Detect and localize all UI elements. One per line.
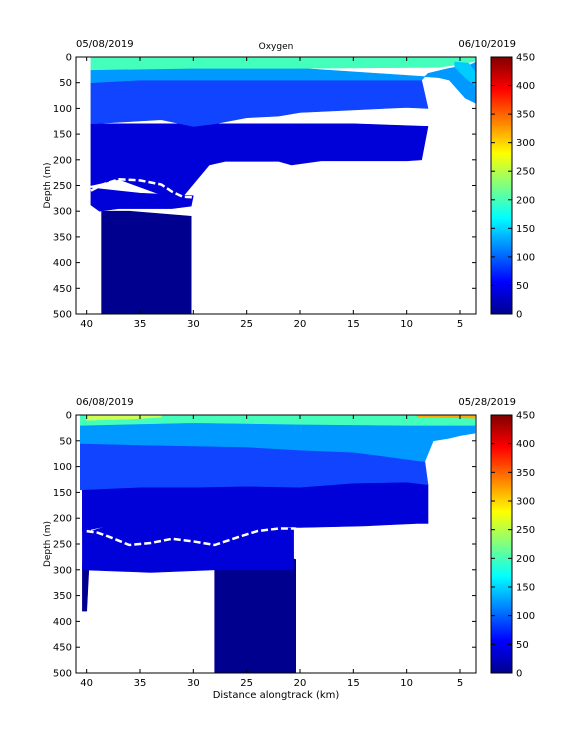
end-date: 05/28/2019	[458, 397, 516, 408]
colorbar-tick-label: 450	[516, 53, 535, 64]
colorbar-tick-label: 0	[516, 669, 522, 680]
panel-2: 40 35 30 25 20 15 10 50501001502002503003504004…	[43, 397, 535, 701]
chart-title: Oxygen	[259, 42, 294, 52]
colorbar-tick-label: 0	[516, 310, 522, 321]
oxygen-band-1	[101, 210, 192, 314]
x-tick-label: 30	[187, 678, 200, 689]
y-tick-label: 0	[66, 411, 72, 422]
y-tick-label: 100	[53, 104, 72, 115]
colorbar-tick-label: 250	[516, 525, 535, 536]
x-tick-label: 15	[347, 319, 360, 330]
y-tick-label: 400	[53, 617, 72, 628]
x-tick-label: 10	[400, 678, 413, 689]
colorbar-tick-label: 350	[516, 110, 535, 121]
x-tick-label: 25	[240, 319, 253, 330]
x-tick-label: 20	[294, 678, 307, 689]
contour-line	[86, 527, 296, 547]
end-date: 06/10/2019	[458, 39, 516, 50]
x-tick-label: 5	[457, 678, 463, 689]
contour-line	[90, 178, 194, 199]
colorbar-tick-label: 250	[516, 167, 535, 178]
oxygen-band-5	[90, 61, 476, 104]
start-date: 06/08/2019	[76, 397, 134, 408]
y-tick-label: 300	[53, 207, 72, 218]
y-tick-label: 350	[53, 232, 72, 243]
colorbar-tick-label: 100	[516, 252, 535, 263]
y-tick-label: 250	[53, 540, 72, 551]
y-axis-label: Depth (m)	[43, 162, 53, 208]
oxygen-band-2	[90, 187, 194, 212]
oxygen-band-8	[86, 415, 162, 421]
y-tick-label: 450	[53, 284, 72, 295]
colorbar	[490, 56, 513, 315]
panel-1: 40 35 30 25 20 15 10 50501001502002503003504004…	[43, 39, 535, 330]
x-tick-label: 35	[134, 319, 147, 330]
y-tick-label: 0	[66, 53, 72, 64]
x-axis-label: Distance alongtrack (km)	[213, 690, 340, 701]
y-tick-label: 200	[53, 514, 72, 525]
colorbar-tick-label: 400	[516, 81, 535, 92]
y-tick-label: 150	[53, 130, 72, 141]
x-tick-label: 35	[134, 678, 147, 689]
y-tick-label: 350	[53, 591, 72, 602]
y-tick-label: 50	[59, 78, 72, 89]
colorbar-tick-label: 150	[516, 583, 535, 594]
y-tick-label: 400	[53, 258, 72, 269]
y-tick-label: 500	[53, 669, 72, 680]
data-layer	[80, 415, 476, 673]
x-tick-label: 10	[400, 319, 413, 330]
colorbar-tick-label: 300	[516, 497, 535, 508]
start-date: 05/08/2019	[76, 39, 134, 50]
oxygen-band-1	[214, 553, 297, 673]
colorbar-tick-label: 200	[516, 554, 535, 565]
y-axis-label: Depth (m)	[43, 521, 53, 567]
y-tick-label: 150	[53, 488, 72, 499]
colorbar-tick-label: 50	[516, 640, 529, 651]
colorbar-tick-label: 300	[516, 138, 535, 149]
colorbar-tick-label: 50	[516, 281, 529, 292]
colorbar-tick-label: 450	[516, 411, 535, 422]
oxygen-band-7	[454, 61, 476, 86]
colorbar-tick-label: 350	[516, 468, 535, 479]
colorbar-tick-label: 100	[516, 611, 535, 622]
colorbar-tick-label: 150	[516, 224, 535, 235]
oxygen-band-6	[90, 57, 476, 71]
colorbar	[490, 414, 513, 674]
x-tick-label: 25	[240, 678, 253, 689]
y-tick-label: 450	[53, 643, 72, 654]
x-tick-label: 40	[80, 678, 93, 689]
y-tick-label: 500	[53, 310, 72, 321]
y-tick-label: 200	[53, 155, 72, 166]
x-tick-label: 40	[80, 319, 93, 330]
y-tick-label: 50	[59, 436, 72, 447]
y-tick-label: 100	[53, 462, 72, 473]
x-tick-label: 5	[457, 319, 463, 330]
x-tick-label: 15	[347, 678, 360, 689]
y-tick-label: 250	[53, 181, 72, 192]
y-tick-label: 300	[53, 565, 72, 576]
colorbar-tick-label: 400	[516, 439, 535, 450]
colorbar-tick-label: 200	[516, 195, 535, 206]
x-tick-label: 30	[187, 319, 200, 330]
data-layer	[90, 57, 476, 314]
x-tick-label: 20	[294, 319, 307, 330]
